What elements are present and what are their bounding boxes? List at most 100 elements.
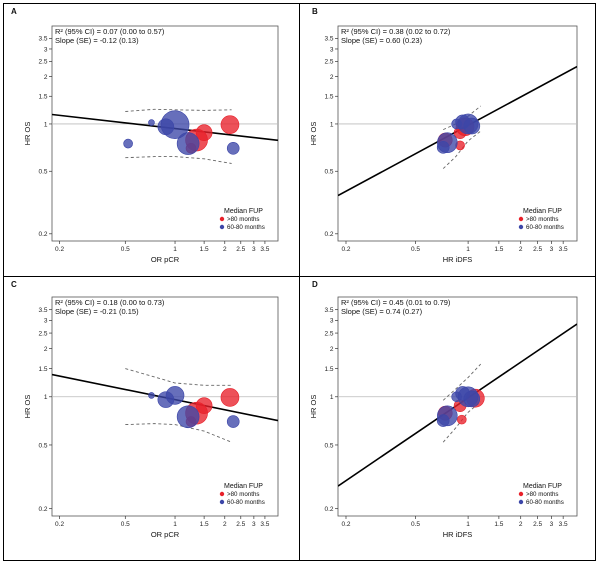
y-tick-label: 2.5 [324, 330, 333, 337]
data-point-gt80-0 [220, 115, 240, 134]
y-tick-label: 3.5 [38, 307, 47, 314]
annotation-slope: Slope (SE) = 0.60 (0.23) [341, 36, 423, 45]
panel-letter: C [11, 280, 17, 289]
ci-band-lower [125, 156, 232, 164]
y-tick-label: 0.5 [38, 442, 47, 449]
x-tick-label: 1.5 [494, 521, 503, 528]
legend-marker-gt80 [219, 216, 225, 222]
y-tick-label: 1.5 [324, 94, 333, 101]
legend-label-gt80: >80 months [526, 491, 559, 498]
panel-letter: A [11, 7, 17, 16]
y-tick-label: 1 [330, 394, 334, 401]
x-tick-label: 1.5 [200, 521, 209, 528]
chart-panel-d: 0.2 0.5 1 1.5 2 2.5 3 3.5 0.2 0.5 1 1.5 2 2.5 3 3.5 HR i… [309, 280, 578, 539]
plot-content [52, 368, 278, 443]
x-tick-label: 3.5 [559, 521, 568, 528]
annotation-slope: Slope (SE) = -0.12 (0.13) [55, 36, 139, 45]
x-tick-label: 0.2 [341, 521, 350, 528]
y-tick-label: 0.2 [38, 506, 47, 513]
ci-band-lower [442, 130, 481, 169]
x-tick-label: 0.2 [341, 246, 350, 253]
y-tick-label: 2.5 [324, 59, 333, 66]
y-tick-label: 3 [44, 46, 48, 53]
ci-band-upper [442, 363, 482, 401]
x-tick-label: 0.5 [411, 521, 420, 528]
x-tick-label: 2 [223, 521, 227, 528]
x-tick-label: 2.5 [236, 246, 245, 253]
y-tick-label: 1.5 [38, 94, 47, 101]
legend-marker-gt80 [219, 491, 225, 497]
x-axis-label: HR iDFS [443, 530, 473, 539]
y-axis-label: HR OS [23, 395, 32, 419]
x-axis-label: HR iDFS [443, 255, 473, 264]
x-tick-label: 3.5 [260, 521, 269, 528]
panel-letter: D [312, 280, 318, 289]
y-tick-label: 1 [44, 121, 48, 128]
y-tick-label: 2 [44, 346, 48, 353]
chart-panel-b: 0.2 0.5 1 1.5 2 2.5 3 3.5 0.2 0.5 1 1.5 2 2.5 3 3.5 HR i… [309, 7, 578, 264]
y-tick-label: 0.2 [324, 231, 333, 238]
plot-content [52, 108, 278, 164]
data-point-60-80-4 [176, 132, 200, 155]
annotation-r2: R² (95% CI) = 0.07 (0.00 to 0.57) [55, 27, 165, 36]
legend-label-60-80: 60-80 months [526, 224, 564, 231]
chart-panel-a: 0.2 0.5 1 1.5 2 2.5 3 3.5 0.2 0.5 1 1.5 2 2.5 3 3.5 OR p… [11, 7, 279, 264]
legend-title: Median FUP [523, 208, 562, 215]
legend-marker-60-80 [219, 224, 225, 230]
x-tick-label: 2 [223, 246, 227, 253]
y-tick-label: 2.5 [38, 330, 47, 337]
legend-marker-60-80 [518, 224, 524, 230]
y-tick-label: 0.2 [324, 506, 333, 513]
data-point-60-80-5 [226, 141, 240, 155]
annotation-slope: Slope (SE) = 0.74 (0.27) [341, 307, 423, 316]
data-point-60-80-3 [176, 405, 200, 429]
x-tick-label: 3.5 [559, 246, 568, 253]
y-tick-label: 1.5 [38, 366, 47, 373]
x-tick-label: 3 [252, 246, 256, 253]
x-tick-label: 0.2 [55, 521, 64, 528]
data-point-60-80-1 [436, 405, 458, 427]
x-tick-label: 1.5 [494, 246, 503, 253]
data-point-60-80-5 [463, 117, 481, 135]
data-point-60-80-3 [160, 110, 190, 139]
ci-band-lower [125, 423, 232, 443]
x-tick-label: 2.5 [236, 521, 245, 528]
legend-label-60-80: 60-80 months [227, 499, 265, 506]
annotation-r2: R² (95% CI) = 0.18 (0.00 to 0.73) [55, 298, 165, 307]
ci-band-upper [443, 105, 481, 131]
y-tick-label: 0.5 [38, 169, 47, 176]
y-tick-label: 1 [44, 394, 48, 401]
y-tick-label: 3.5 [324, 307, 333, 314]
x-tick-label: 2 [519, 246, 523, 253]
legend-marker-gt80 [518, 216, 524, 222]
y-axis-label: HR OS [309, 122, 318, 146]
chart-panel-c: 0.2 0.5 1 1.5 2 2.5 3 3.5 0.2 0.5 1 1.5 2 2.5 3 3.5 OR p… [11, 280, 279, 539]
data-point-60-80-2 [165, 386, 185, 405]
legend-label-gt80: >80 months [227, 491, 260, 498]
y-tick-label: 2 [330, 346, 334, 353]
legend-title: Median FUP [224, 483, 263, 490]
x-tick-label: 0.5 [411, 246, 420, 253]
data-point-gt80-3 [456, 414, 467, 425]
x-tick-label: 3.5 [260, 246, 269, 253]
x-tick-label: 3 [252, 521, 256, 528]
data-point-60-80-0 [148, 392, 155, 399]
legend-marker-60-80 [518, 499, 524, 505]
x-tick-label: 1 [466, 246, 470, 253]
legend-title: Median FUP [523, 483, 562, 490]
legend-label-gt80: >80 months [526, 216, 559, 223]
x-tick-label: 0.5 [121, 246, 130, 253]
x-tick-label: 0.5 [121, 521, 130, 528]
data-point-60-80-5 [463, 390, 481, 408]
x-axis-label: OR pCR [151, 255, 180, 264]
y-tick-label: 0.5 [324, 169, 333, 176]
annotation-slope: Slope (SE) = -0.21 (0.15) [55, 307, 139, 316]
data-point-60-80-0 [123, 138, 133, 149]
y-tick-label: 3.5 [324, 36, 333, 43]
legend-title: Median FUP [224, 208, 263, 215]
data-point-60-80-4 [226, 415, 240, 428]
data-point-60-80-1 [436, 132, 458, 153]
x-tick-label: 1 [466, 521, 470, 528]
plot-content [338, 323, 577, 487]
